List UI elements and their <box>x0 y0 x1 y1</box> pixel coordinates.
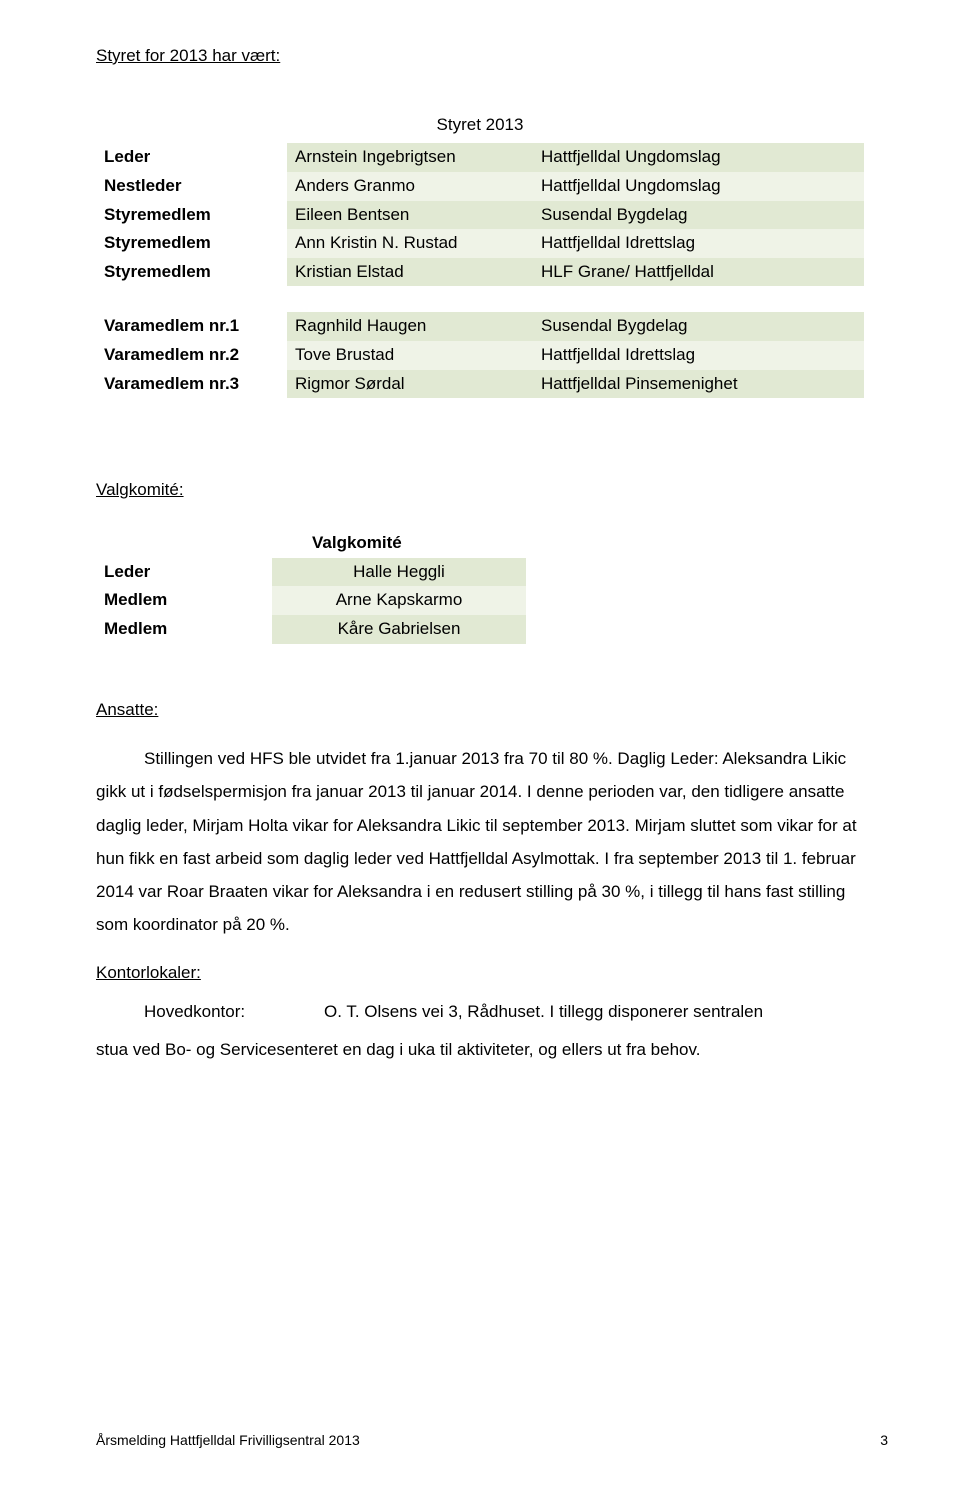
role: Styremedlem <box>96 229 287 258</box>
footer-page-number: 3 <box>880 1430 888 1450</box>
org: HLF Grane/ Hattfjelldal <box>533 258 864 287</box>
heading-kontor: Kontorlokaler: <box>96 961 864 986</box>
varamedlem-table: Varamedlem nr.1 Ragnhild Haugen Susendal… <box>96 312 864 398</box>
role: Styremedlem <box>96 258 287 287</box>
org: Susendal Bygdelag <box>533 312 864 341</box>
role: Nestleder <box>96 172 287 201</box>
role: Leder <box>96 143 287 172</box>
heading-styret: Styret for 2013 har vært: <box>96 44 864 69</box>
table-row: Styremedlem Ann Kristin N. Rustad Hattfj… <box>96 229 864 258</box>
heading-text: Ansatte: <box>96 700 158 719</box>
name: Ragnhild Haugen <box>287 312 533 341</box>
org: Hattfjelldal Idrettslag <box>533 229 864 258</box>
role: Styremedlem <box>96 201 287 230</box>
org: Hattfjelldal Ungdomslag <box>533 143 864 172</box>
name: Kristian Elstad <box>287 258 533 287</box>
heading-text: Styret for 2013 har vært: <box>96 46 280 65</box>
name: Kåre Gabrielsen <box>272 615 526 644</box>
role: Leder <box>96 558 272 587</box>
table-row: Styremedlem Kristian Elstad HLF Grane/ H… <box>96 258 864 287</box>
heading-text: Kontorlokaler: <box>96 963 201 982</box>
office-value: O. T. Olsens vei 3, Rådhuset. I tillegg … <box>324 1000 864 1025</box>
name: Eileen Bentsen <box>287 201 533 230</box>
role: Varamedlem nr.2 <box>96 341 287 370</box>
heading-text: Valgkomité: <box>96 480 184 499</box>
styret-caption: Styret 2013 <box>96 113 864 138</box>
name: Arne Kapskarmo <box>272 586 526 615</box>
heading-ansatte: Ansatte: <box>96 698 864 723</box>
table-row: Medlem Kåre Gabrielsen <box>96 615 526 644</box>
role: Medlem <box>96 615 272 644</box>
table-row: Varamedlem nr.3 Rigmor Sørdal Hattfjelld… <box>96 370 864 399</box>
ansatte-paragraph: Stillingen ved HFS ble utvidet fra 1.jan… <box>96 742 864 941</box>
office-first-line: Hovedkontor: O. T. Olsens vei 3, Rådhuse… <box>96 1000 864 1025</box>
org: Hattfjelldal Idrettslag <box>533 341 864 370</box>
role: Varamedlem nr.3 <box>96 370 287 399</box>
table-row: Styremedlem Eileen Bentsen Susendal Bygd… <box>96 201 864 230</box>
document-page: Styret for 2013 har vært: Styret 2013 Le… <box>0 0 960 1486</box>
role: Varamedlem nr.1 <box>96 312 287 341</box>
table-caption-row: Valgkomité <box>96 529 526 558</box>
name: Tove Brustad <box>287 341 533 370</box>
org: Susendal Bygdelag <box>533 201 864 230</box>
table-row: Leder Arnstein Ingebrigtsen Hattfjelldal… <box>96 143 864 172</box>
office-label: Hovedkontor: <box>144 1000 324 1025</box>
ansatte-body: Stillingen ved HFS ble utvidet fra 1.jan… <box>96 742 864 941</box>
org: Hattfjelldal Ungdomslag <box>533 172 864 201</box>
name: Ann Kristin N. Rustad <box>287 229 533 258</box>
name: Anders Granmo <box>287 172 533 201</box>
table-row: Medlem Arne Kapskarmo <box>96 586 526 615</box>
name: Arnstein Ingebrigtsen <box>287 143 533 172</box>
table-row: Leder Halle Heggli <box>96 558 526 587</box>
styret-table: Leder Arnstein Ingebrigtsen Hattfjelldal… <box>96 143 864 286</box>
vk-caption: Valgkomité <box>272 529 526 558</box>
table-row: Varamedlem nr.2 Tove Brustad Hattfjellda… <box>96 341 864 370</box>
valgkomite-table: Valgkomité Leder Halle Heggli Medlem Arn… <box>96 529 526 644</box>
org: Hattfjelldal Pinsemenighet <box>533 370 864 399</box>
name: Halle Heggli <box>272 558 526 587</box>
page-footer: Årsmelding Hattfjelldal Frivilligsentral… <box>96 1430 888 1450</box>
role: Medlem <box>96 586 272 615</box>
name: Rigmor Sørdal <box>287 370 533 399</box>
footer-left: Årsmelding Hattfjelldal Frivilligsentral… <box>96 1430 360 1450</box>
heading-valgkomite: Valgkomité: <box>96 478 864 503</box>
table-row: Nestleder Anders Granmo Hattfjelldal Ung… <box>96 172 864 201</box>
table-row: Varamedlem nr.1 Ragnhild Haugen Susendal… <box>96 312 864 341</box>
office-rest: stua ved Bo- og Servicesenteret en dag i… <box>96 1034 864 1066</box>
